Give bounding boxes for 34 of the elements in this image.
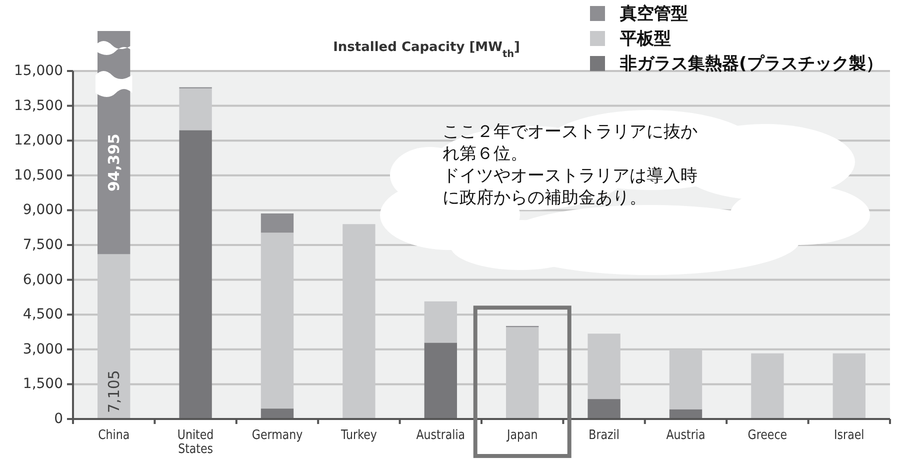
- data-label: 7,105: [104, 370, 123, 413]
- y-tick-label: 9,000: [22, 202, 63, 218]
- y-tick-label: 3,000: [22, 341, 63, 358]
- x-tick-label: Turkey: [340, 427, 377, 442]
- y-tick-label: 1,500: [22, 376, 63, 392]
- x-tick-label: Brazil: [588, 427, 620, 442]
- y-tick-label: 4,500: [22, 306, 63, 323]
- legend-label: 非ガラス集熱器(プラスチック製）: [619, 54, 883, 74]
- x-tick-label: United States: [177, 427, 214, 456]
- legend-label: 真空管型: [619, 4, 688, 24]
- x-tick-label: Greece: [748, 427, 788, 442]
- bar: [424, 342, 457, 419]
- x-tick-label: Germany: [252, 427, 303, 442]
- x-tick-label: Australia: [416, 427, 466, 442]
- y-tick-label: 13,500: [14, 98, 63, 114]
- annotation: ここ２年でオーストラリアに抜かれ第６位。: [442, 122, 698, 164]
- y-tick-label: 7,500: [22, 237, 63, 253]
- bar: [260, 408, 294, 419]
- bar: [179, 130, 212, 419]
- y-tick-label: 15,000: [14, 63, 63, 79]
- x-tick-label: China: [98, 427, 130, 442]
- annotation: 94,395: [104, 134, 123, 192]
- legend-label: 平板型: [619, 29, 671, 49]
- chart-title: Installed Capacity [MW$_{th}$]: [333, 40, 520, 60]
- x-tick-label: Austria: [666, 427, 706, 442]
- bar: [260, 213, 294, 233]
- y-tick-label: 6,000: [22, 272, 63, 288]
- y-tick-label: 12,000: [14, 132, 63, 149]
- y-tick-label: 0: [54, 411, 63, 427]
- y-tick-label: 10,500: [14, 167, 63, 184]
- bar: [588, 399, 620, 419]
- x-tick-label: Israel: [834, 427, 864, 442]
- annotation: ドイツやオーストラリアは導入時に政府からの補助金あり。: [442, 166, 698, 208]
- x-tick-label: Japan: [506, 427, 538, 442]
